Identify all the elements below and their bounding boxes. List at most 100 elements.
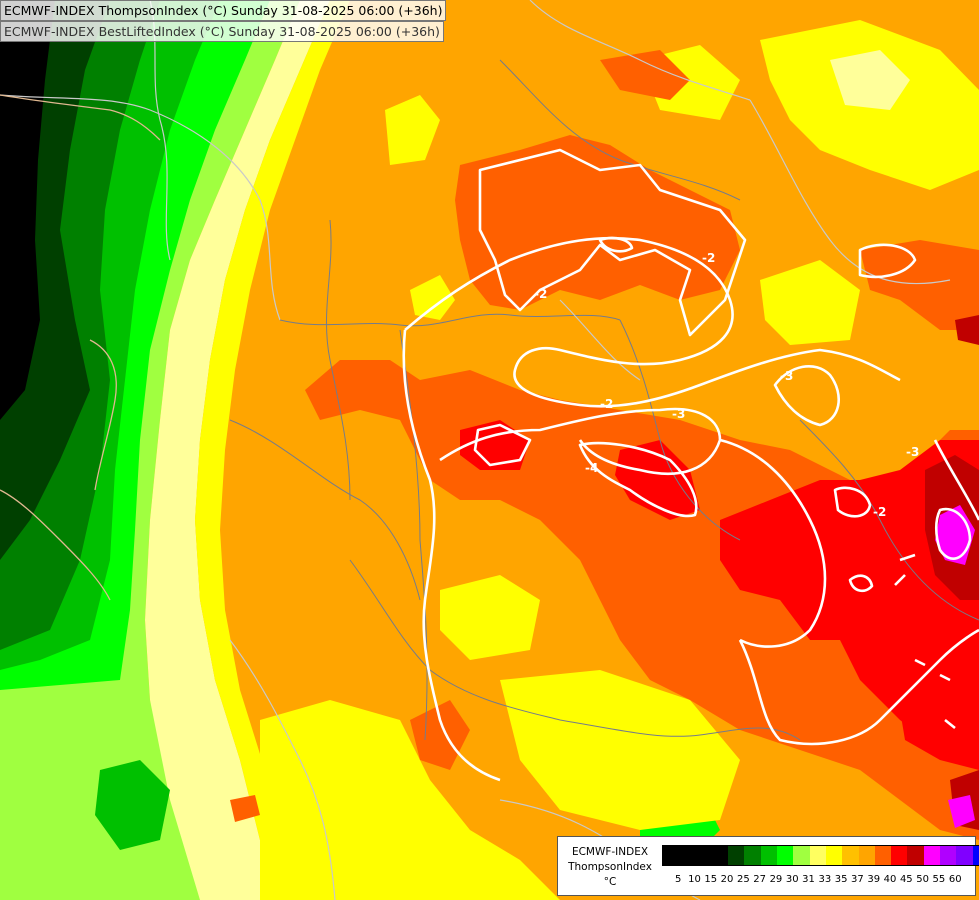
border-line	[619, 319, 741, 541]
legend-tick: 45	[899, 874, 913, 885]
contour-line	[833, 486, 872, 518]
contour-line	[933, 439, 979, 521]
zone-red-east	[720, 440, 979, 760]
legend-tick: 37	[851, 874, 864, 885]
legend-tick: 29	[769, 874, 783, 885]
legend-swatch	[793, 846, 810, 865]
contour-line	[439, 407, 722, 476]
border-line	[529, 0, 751, 101]
contour-label: -2	[600, 397, 613, 411]
zone-yellow-small	[410, 275, 455, 320]
legend-swatch	[874, 846, 892, 865]
zone-dark-orange-north-2	[600, 50, 690, 100]
zone-yellow-east	[760, 260, 860, 345]
zone-yellow-south-2	[500, 670, 740, 830]
legend-tick: 33	[818, 874, 832, 885]
contour-label: -3	[672, 407, 685, 421]
border-line	[229, 419, 421, 601]
contour-label: -4	[585, 461, 598, 475]
contour-line	[478, 148, 747, 337]
legend-tick: 20	[720, 874, 734, 885]
zone-yellow-band	[195, 0, 350, 900]
contour-line	[773, 365, 840, 427]
legend-tick: 25	[736, 874, 750, 885]
contour-line	[738, 628, 979, 746]
border-line	[559, 299, 641, 381]
zone-magenta-southeast	[948, 795, 975, 828]
legend-tick: 50	[916, 874, 929, 885]
border-line	[279, 313, 621, 327]
legend-model: ECMWF-INDEX	[571, 846, 649, 858]
zone-red-southeast	[900, 700, 979, 770]
legend-tick: 60	[948, 874, 962, 885]
zone-red-central	[615, 440, 700, 520]
color-legend: ECMWF-INDEX ThompsonIndex °C 5 10 15 20 25 27…	[557, 836, 979, 896]
coastline	[0, 94, 161, 141]
legend-tick: 10	[688, 874, 701, 885]
zone-pale-yellow-northeast	[830, 50, 910, 110]
contour-label: -2	[702, 251, 715, 265]
zone-dark-orange-east	[860, 240, 979, 330]
contour-line	[402, 329, 501, 782]
map-title-secondary: ECMWF-INDEX BestLiftedIndex (°C) Sunday …	[0, 21, 444, 42]
legend-swatch	[679, 846, 696, 865]
contour-label: -3	[906, 445, 919, 459]
legend-tick: 27	[753, 874, 766, 885]
contour-line	[578, 441, 698, 518]
legend-swatch	[907, 846, 924, 865]
legend-parameter: ThompsonIndex	[568, 861, 652, 873]
legend-tick: 31	[802, 874, 815, 885]
coastline	[89, 339, 117, 491]
legend-tick-labels: 5 10 15 20 25 27 29 30 31 33 35 37 39 40 45 50 55 60	[670, 874, 963, 885]
legend-swatch	[858, 846, 875, 865]
coastline	[0, 489, 111, 601]
contour-line	[404, 236, 901, 408]
legend-swatch	[728, 846, 745, 865]
zone-yellow-north-1	[385, 95, 440, 165]
contour-line	[894, 553, 916, 586]
zone-dark-orange-south	[410, 700, 470, 770]
legend-tick: 5	[674, 874, 682, 885]
contour-label: -2	[873, 505, 886, 519]
contour-line	[848, 574, 874, 593]
legend-swatch	[842, 846, 859, 865]
legend-swatch	[760, 846, 778, 865]
legend-swatch	[809, 846, 826, 865]
border-line	[229, 639, 336, 900]
legend-tick: 15	[704, 874, 718, 885]
zone-dark-orange-north	[455, 135, 740, 310]
contour-line	[598, 236, 634, 253]
border-line	[499, 59, 741, 201]
legend-tick: 35	[834, 874, 848, 885]
border-line	[399, 329, 428, 741]
zone-dark-orange-central	[305, 360, 979, 840]
legend-caption: ECMWF-INDEX ThompsonIndex °C	[560, 845, 660, 890]
zone-dark-red-east-2	[955, 315, 979, 345]
legend-swatch	[711, 846, 729, 865]
border-line	[0, 94, 281, 321]
legend-swatch	[777, 846, 794, 865]
zone-black-west	[0, 0, 55, 420]
border-line	[325, 219, 351, 501]
legend-swatch	[663, 846, 680, 865]
contour-line	[858, 243, 917, 279]
border-line	[349, 559, 561, 721]
zone-green-patch-south	[95, 760, 170, 850]
legend-swatch	[940, 846, 957, 865]
contour-line	[473, 423, 532, 467]
border-line	[799, 419, 979, 621]
legend-tick: 40	[883, 874, 897, 885]
legend-swatch	[695, 846, 712, 865]
border-line	[749, 99, 951, 285]
contour-line	[934, 507, 972, 560]
contour-line	[914, 658, 956, 730]
zone-dark-orange-small	[230, 795, 260, 822]
legend-tick: 39	[867, 874, 881, 885]
legend-unit: °C	[603, 876, 617, 888]
legend-tick: 55	[932, 874, 946, 885]
contour-label: -3	[780, 369, 793, 383]
legend-swatch	[891, 846, 908, 865]
zone-yellow-central-south	[440, 575, 540, 660]
legend-swatch	[972, 846, 979, 865]
